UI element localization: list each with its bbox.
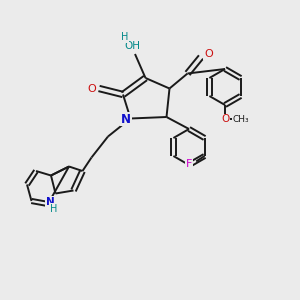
Text: O: O (87, 83, 96, 94)
Text: H: H (121, 32, 128, 43)
Text: N: N (121, 112, 131, 126)
Text: CH₃: CH₃ (232, 115, 249, 124)
Text: O: O (204, 49, 213, 59)
Text: H: H (50, 204, 58, 214)
Text: N: N (46, 197, 55, 207)
Text: OH: OH (124, 40, 140, 51)
Text: F: F (186, 158, 192, 169)
Text: O: O (221, 114, 229, 124)
